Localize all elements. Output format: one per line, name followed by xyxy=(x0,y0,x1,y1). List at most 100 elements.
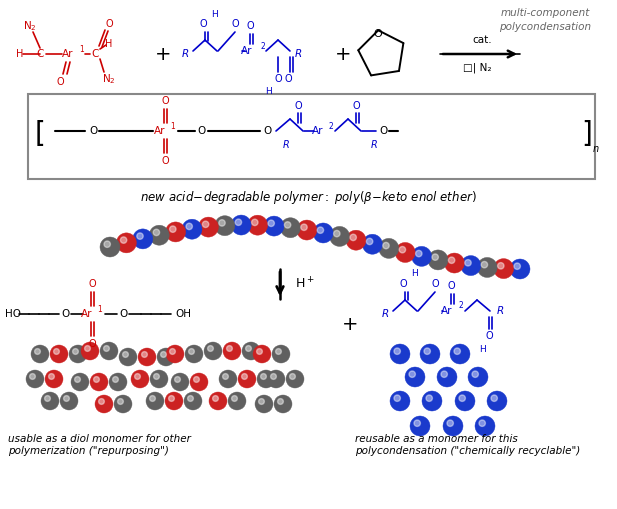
Circle shape xyxy=(175,377,180,382)
Circle shape xyxy=(119,348,137,366)
Circle shape xyxy=(444,253,465,273)
Text: O: O xyxy=(294,101,302,111)
Circle shape xyxy=(405,367,425,387)
Circle shape xyxy=(215,216,235,236)
Circle shape xyxy=(100,342,118,360)
Circle shape xyxy=(449,257,455,264)
Circle shape xyxy=(497,263,504,269)
Text: O: O xyxy=(485,331,493,341)
Circle shape xyxy=(487,391,507,411)
Circle shape xyxy=(443,416,463,436)
Circle shape xyxy=(171,373,189,391)
Text: C: C xyxy=(91,49,99,59)
Text: O: O xyxy=(264,126,272,136)
Circle shape xyxy=(81,342,99,360)
Circle shape xyxy=(45,370,63,388)
Text: Ar: Ar xyxy=(441,306,453,316)
Circle shape xyxy=(242,342,260,360)
Text: N$_2$: N$_2$ xyxy=(102,72,116,86)
Circle shape xyxy=(199,217,218,237)
Text: O: O xyxy=(61,309,69,319)
Text: 2: 2 xyxy=(260,42,265,50)
Circle shape xyxy=(450,344,470,364)
Circle shape xyxy=(289,374,296,379)
Circle shape xyxy=(268,220,275,227)
Circle shape xyxy=(194,377,199,382)
Text: O: O xyxy=(119,309,127,319)
Circle shape xyxy=(150,370,168,388)
Circle shape xyxy=(64,395,69,402)
Text: O: O xyxy=(231,19,239,29)
Circle shape xyxy=(416,250,422,257)
Text: R: R xyxy=(181,49,189,59)
Text: +: + xyxy=(342,315,358,333)
Circle shape xyxy=(204,342,222,360)
Circle shape xyxy=(334,231,340,237)
Circle shape xyxy=(422,391,442,411)
Circle shape xyxy=(209,392,227,410)
Circle shape xyxy=(426,395,433,402)
Text: 1: 1 xyxy=(97,304,102,314)
Circle shape xyxy=(154,374,159,379)
Circle shape xyxy=(284,222,291,228)
Circle shape xyxy=(255,395,273,413)
Circle shape xyxy=(395,242,415,263)
Circle shape xyxy=(432,254,439,260)
Circle shape xyxy=(104,241,110,247)
Circle shape xyxy=(329,227,350,246)
Circle shape xyxy=(491,395,497,402)
Circle shape xyxy=(247,215,268,235)
Circle shape xyxy=(137,233,143,239)
Circle shape xyxy=(157,348,175,366)
Circle shape xyxy=(75,377,80,382)
Circle shape xyxy=(428,250,448,270)
Circle shape xyxy=(231,215,251,235)
Circle shape xyxy=(390,344,410,364)
Circle shape xyxy=(149,395,155,402)
Circle shape xyxy=(44,395,51,402)
Circle shape xyxy=(475,416,495,436)
Text: □| N₂: □| N₂ xyxy=(463,63,491,73)
Circle shape xyxy=(219,220,225,226)
Circle shape xyxy=(184,392,202,410)
Circle shape xyxy=(267,370,285,388)
Text: 2: 2 xyxy=(458,301,463,310)
Circle shape xyxy=(202,221,209,228)
Circle shape xyxy=(461,256,481,275)
Circle shape xyxy=(85,346,90,351)
Circle shape xyxy=(228,392,246,410)
Text: O: O xyxy=(198,126,206,136)
Text: Ar: Ar xyxy=(312,126,324,136)
Circle shape xyxy=(257,349,262,354)
Circle shape xyxy=(94,377,99,382)
Text: multi-component: multi-component xyxy=(500,8,590,18)
Text: Ar: Ar xyxy=(62,49,74,59)
Circle shape xyxy=(223,374,228,379)
Circle shape xyxy=(49,374,54,379)
Circle shape xyxy=(278,399,283,404)
Circle shape xyxy=(379,238,399,259)
Text: O: O xyxy=(399,279,407,289)
Text: HO: HO xyxy=(5,309,21,319)
Circle shape xyxy=(100,237,120,257)
Text: H: H xyxy=(412,269,418,278)
Circle shape xyxy=(166,345,184,363)
Circle shape xyxy=(213,395,218,402)
Circle shape xyxy=(481,262,487,268)
Text: O: O xyxy=(246,21,254,31)
Circle shape xyxy=(366,238,373,245)
Circle shape xyxy=(160,352,167,357)
Circle shape xyxy=(41,392,59,410)
Circle shape xyxy=(168,395,175,402)
Circle shape xyxy=(350,234,357,241)
Circle shape xyxy=(123,352,128,357)
Circle shape xyxy=(189,349,194,354)
Text: 1: 1 xyxy=(80,44,85,53)
Circle shape xyxy=(170,349,175,354)
Circle shape xyxy=(280,218,300,238)
Circle shape xyxy=(185,345,203,363)
Circle shape xyxy=(149,225,169,245)
Circle shape xyxy=(186,223,193,230)
Circle shape xyxy=(135,374,140,379)
Circle shape xyxy=(188,395,193,402)
